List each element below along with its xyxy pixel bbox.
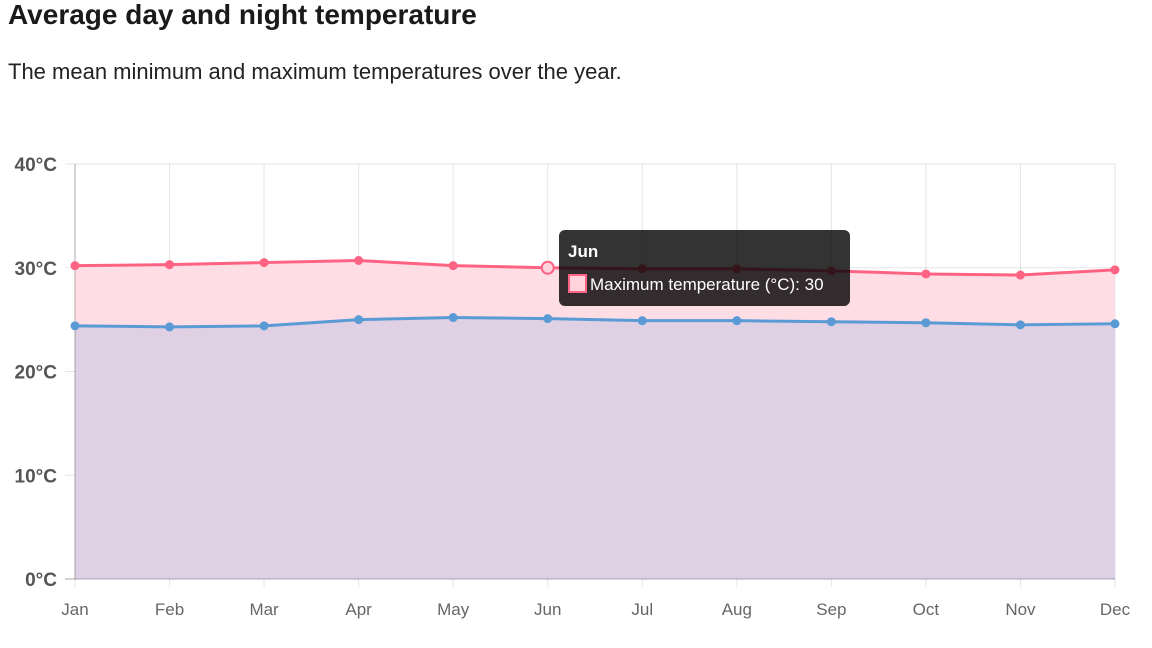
- max-temperature-point: [540, 260, 555, 275]
- page-title: Average day and night temperature: [8, 0, 477, 30]
- tooltip-title: Jun: [568, 242, 598, 261]
- min-temperature-point: [826, 317, 836, 327]
- x-tick-label: Nov: [1005, 600, 1036, 619]
- x-tick-label: Feb: [155, 600, 184, 619]
- x-tick-label: Jun: [534, 600, 561, 619]
- x-tick-labels: Jan Feb Mar Apr May Jun Jul Aug Sep Oct Nov Dec: [61, 600, 1130, 619]
- page-subtitle: The mean minimum and maximum temperature…: [8, 59, 622, 84]
- x-tick-label: Sep: [816, 600, 846, 619]
- y-tick-label: 10°C: [15, 466, 58, 487]
- y-tick-labels: 0°C 10°C 20°C 30°C 40°C: [15, 155, 58, 591]
- min-temperature-point: [165, 322, 175, 332]
- min-temperature-line: [74, 316, 1116, 329]
- min-area-fill: [75, 317, 1115, 579]
- min-temperature-point: [448, 313, 458, 323]
- max-temperature-point: [921, 269, 931, 279]
- tooltip-box: [559, 230, 850, 306]
- x-tick-label: Jan: [61, 600, 88, 619]
- min-temperature-point: [637, 316, 647, 326]
- x-tick-label: Mar: [249, 600, 279, 619]
- y-tick-label: 0°C: [25, 570, 57, 591]
- max-temperature-point: [354, 255, 364, 265]
- x-tick-label: Oct: [913, 600, 940, 619]
- y-tick-label: 40°C: [15, 155, 58, 176]
- x-tick-label: Jul: [631, 600, 653, 619]
- min-temperature-point: [70, 321, 80, 331]
- chart-areas: [75, 260, 1115, 579]
- min-temperature-point: [543, 314, 553, 324]
- x-tick-label: May: [437, 600, 470, 619]
- x-tick-label: Aug: [722, 600, 752, 619]
- max-temperature-point: [1110, 265, 1120, 275]
- x-tick-label: Dec: [1100, 600, 1131, 619]
- y-tick-label: 30°C: [15, 259, 58, 280]
- tooltip: Jun Maximum temperature (°C): 30: [559, 230, 850, 306]
- x-tick-label: Apr: [345, 600, 372, 619]
- tooltip-label: Maximum temperature (°C): 30: [590, 275, 824, 294]
- tooltip-swatch: [568, 274, 587, 293]
- min-temperature-point: [1015, 320, 1025, 330]
- max-temperature-point: [70, 261, 80, 271]
- min-temperature-point: [732, 316, 742, 326]
- min-temperature-point: [354, 315, 364, 325]
- chart-axes: [65, 164, 1115, 580]
- min-temperature-point: [921, 318, 931, 328]
- min-temperature-point: [259, 321, 269, 331]
- y-tick-label: 20°C: [15, 363, 58, 384]
- max-temperature-point: [165, 260, 175, 270]
- min-temperature-point: [1110, 319, 1120, 329]
- max-temperature-point: [259, 258, 269, 268]
- max-temperature-point: [448, 261, 458, 271]
- max-temperature-point: [1015, 270, 1025, 280]
